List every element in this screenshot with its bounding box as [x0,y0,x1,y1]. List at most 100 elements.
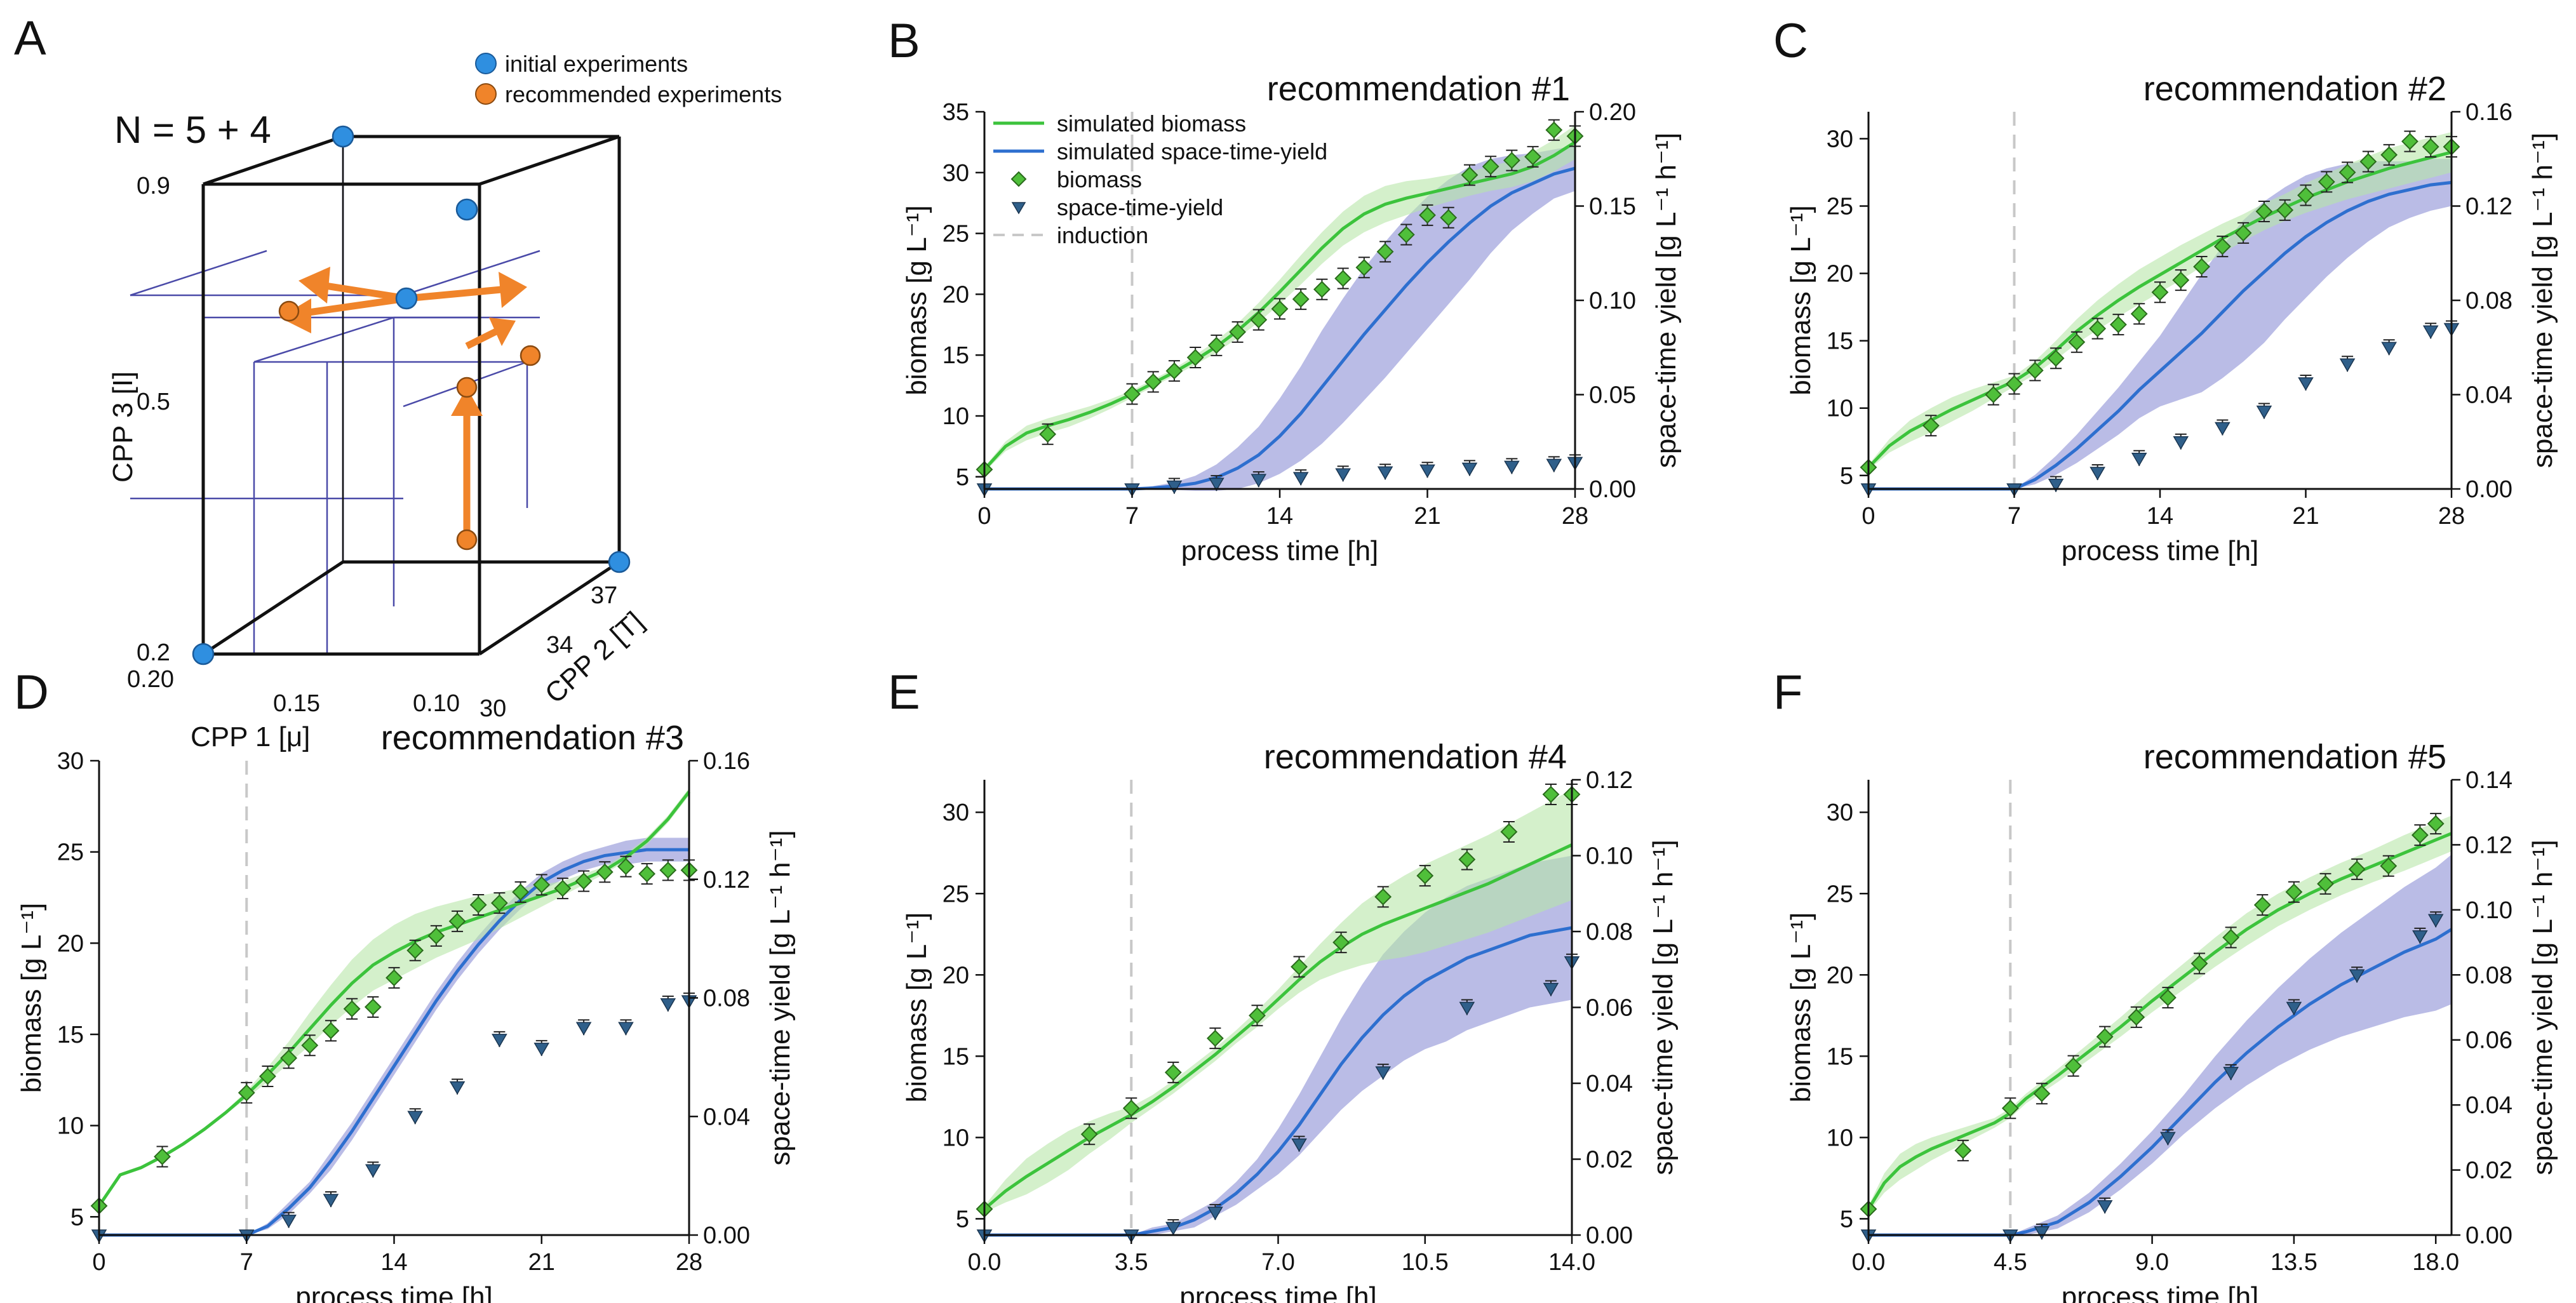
biomass-point [1416,867,1434,885]
biomass-point [448,912,466,930]
y-axis-label: biomass [g L⁻¹] [1785,912,1816,1103]
y2-tick-label: 0.02 [1586,1147,1633,1173]
y2-tick-label: 0.06 [1586,995,1633,1022]
sty-point [1207,1206,1223,1220]
sty-confidence-band [99,838,689,1235]
x-axis-label: process time [h] [1179,1281,1377,1303]
x-tick-label: 9.0 [2135,1249,2169,1276]
y-tick-label: 15 [1827,1043,1853,1070]
y2-tick-label: 0.08 [703,986,750,1012]
biomass-point [2380,857,2398,875]
y2-tick-label: 0.15 [1589,194,1636,220]
biomass-point [1249,1006,1266,1024]
sty-point [2427,914,2444,928]
x-tick-label: 14 [380,1249,407,1276]
recommendation-arrows [279,267,527,540]
sim-biomass-line [983,843,1573,1210]
tick-x-0.10: 0.10 [413,690,460,717]
cube-frame [201,135,621,656]
tick-y-0.5: 0.5 [137,389,170,415]
x-axis-label: process time [h] [2062,1281,2259,1303]
biomass-point [2411,826,2429,844]
initial-point [395,287,418,310]
biomass-point [2006,375,2023,392]
panel-f-label: F [1773,665,1802,719]
x-tick-label: 0 [92,1249,105,1276]
x-tick-label: 4.5 [1994,1249,2027,1276]
biomass-point [2151,283,2169,301]
y-tick-label: 25 [57,839,84,866]
y2-axis-label: space-time yield [g L⁻¹ h⁻¹] [1651,133,1682,468]
y2-tick-label: 0.00 [703,1222,750,1249]
sty-point [533,1043,550,1057]
sty-point [2298,377,2314,391]
y2-tick-label: 0.04 [2465,382,2512,409]
biomass-point [238,1084,255,1102]
initial-point [608,551,631,573]
y2-tick-label: 0.06 [2465,1027,2512,1054]
x-tick-label: 7 [240,1249,253,1276]
sty-point [1546,458,1562,472]
sty-point [2034,1226,2050,1240]
chart-title: recommendation #4 [1264,738,1567,776]
biomass-point [1332,933,1350,951]
y2-tick-label: 0.04 [1586,1071,1633,1097]
biomass-point [2047,349,2065,367]
x-tick-label: 0 [977,503,991,530]
x-tick-label: 7.0 [1261,1249,1295,1276]
y2-tick-label: 0.00 [1586,1222,1633,1249]
y-tick-label: 15 [57,1022,84,1048]
legend-recommended-dot [475,83,497,105]
sty-point [281,1214,297,1229]
recommended-point [456,529,478,551]
biomass-point [2068,333,2086,351]
y2-tick-label: 0.10 [1586,843,1633,870]
biomass-point [2422,138,2439,156]
legend-recommended-label: recommended experiments [505,81,782,107]
biomass-point [1524,148,1541,166]
sim-biomass-line [1867,832,2452,1210]
biomass-point [1440,209,1458,227]
x-tick-label: 28 [676,1249,702,1276]
biomass-point [1207,337,1225,354]
sty-point [2256,405,2272,419]
y-tick-label: 20 [943,962,969,989]
biomass-point [1164,1064,1182,1081]
sty-point [1419,464,1435,478]
y2-tick-label: 0.16 [2465,99,2512,126]
y2-tick-label: 0.00 [1589,476,1636,503]
y2-axis-label: space-time yield [g L⁻¹ h⁻¹] [2527,839,2558,1175]
sty-point [1375,1066,1391,1080]
biomass-point [1482,157,1499,175]
tick-x-0.20: 0.20 [127,666,174,693]
sim-sty-line [99,848,689,1237]
panel-d-label: D [14,665,49,719]
biomass-point [1186,349,1204,366]
tick-y-0.9: 0.9 [137,173,170,199]
biomass-point [617,858,634,876]
sty-point [2412,930,2428,944]
sty-point [660,998,676,1012]
biomass-point [1397,226,1415,243]
y-tick-label: 15 [1827,328,1853,355]
x-tick-label: 0 [1862,503,1875,530]
biomass-confidence-band [1868,815,2452,1213]
y-tick-label: 5 [956,1206,969,1233]
biomass-point [1206,1029,1224,1047]
sim-sty-line [1868,928,2453,1237]
biomass-point [2193,258,2210,276]
sty-point [449,1081,466,1095]
biomass-point [2338,164,2356,181]
biomass-point [2110,316,2127,333]
biomass-point [2427,815,2445,832]
y-tick-label: 25 [943,221,969,248]
biomass-point [2130,305,2148,323]
biomass-point [154,1148,171,1165]
biomass-point [280,1049,298,1067]
design-points [192,125,631,665]
sty-point [2090,467,2105,481]
sty-point [2349,969,2365,983]
y2-tick-label: 0.00 [2465,476,2512,503]
y-tick-label: 25 [1827,194,1853,220]
